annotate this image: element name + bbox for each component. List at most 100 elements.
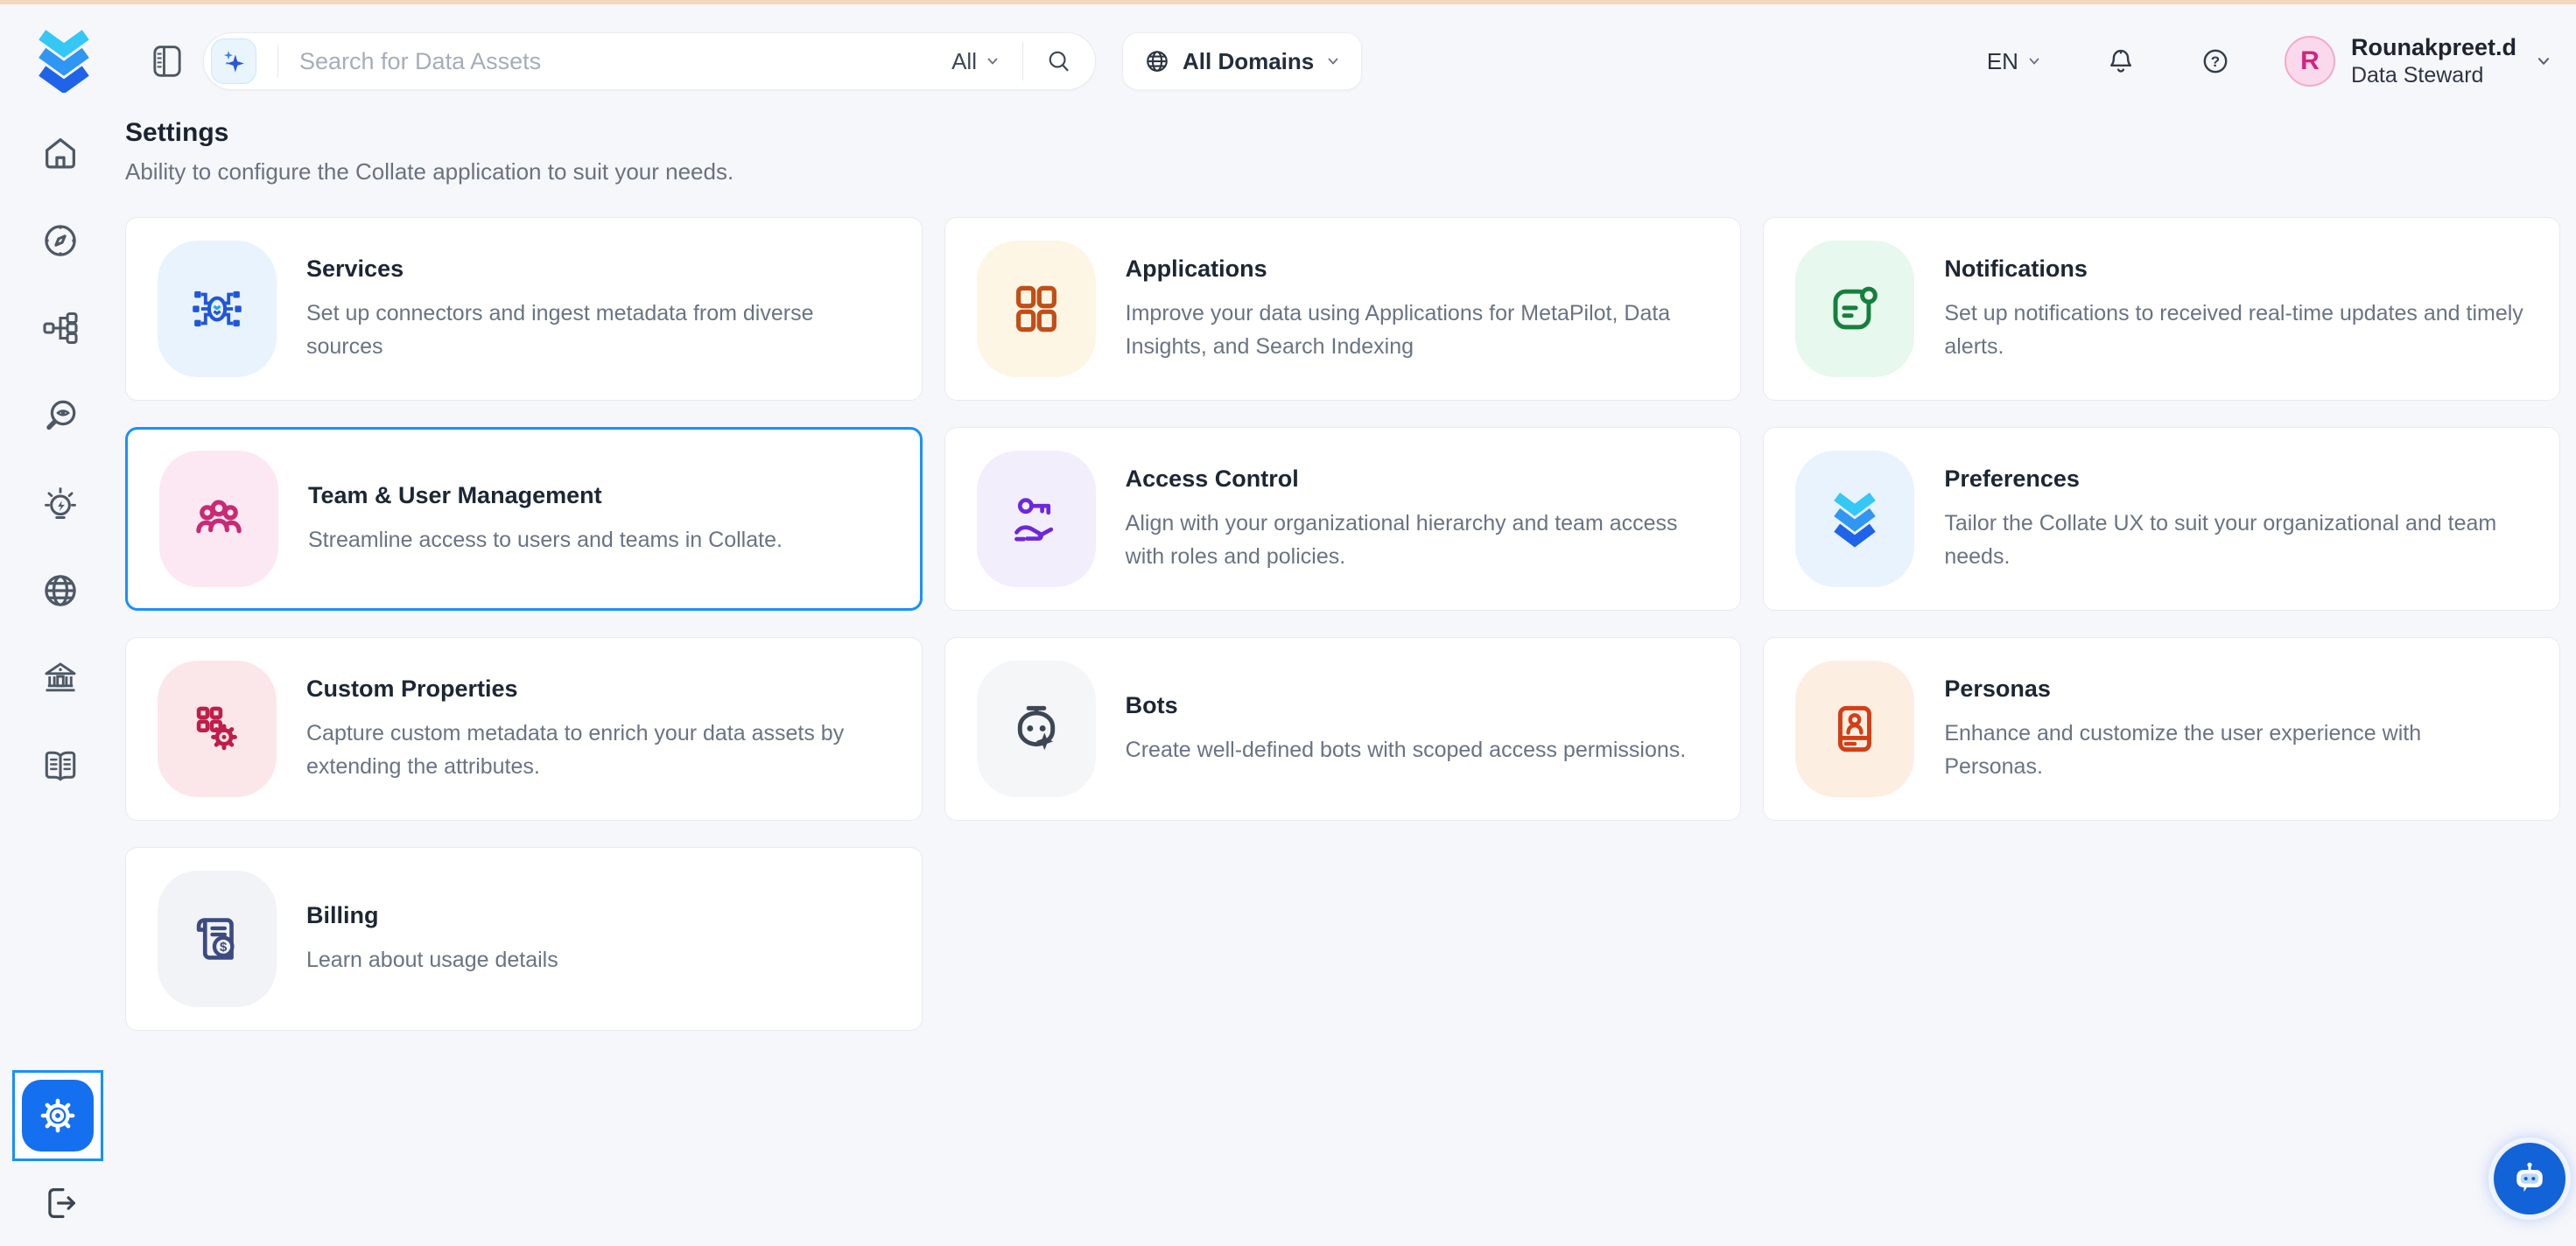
search-scope-dropdown[interactable]: All [951, 48, 1000, 75]
settings-page: Settings Ability to configure the Collat… [125, 118, 2560, 1031]
notifications-icon [1833, 286, 1878, 330]
settings-card-notifications[interactable]: Notifications Set up notifications to re… [1763, 217, 2560, 401]
user-info[interactable]: Rounakpreet.d Data Steward [2351, 33, 2516, 90]
topbar-right: EN ? R Rounakpreet.d Data Steward [1987, 33, 2551, 90]
chat-bot-icon [2516, 1162, 2543, 1193]
card-description: Create well-defined bots with scoped acc… [1125, 737, 1687, 762]
card-description: Set up notifications to received real-ti… [1944, 300, 2523, 359]
domains-globe-icon[interactable] [40, 570, 81, 611]
left-sidebar [0, 118, 121, 1246]
home-icon[interactable] [40, 133, 81, 173]
personas-icon-tile [1795, 661, 1915, 797]
custom-properties-icon [196, 706, 237, 751]
all-domains-label: All Domains [1183, 47, 1315, 74]
team-users-icon-tile [159, 451, 278, 587]
insights-icon[interactable] [40, 483, 81, 523]
sidebar-item-settings-active[interactable] [12, 1070, 103, 1161]
hand-key-icon [1014, 498, 1053, 542]
card-title: Preferences [1944, 465, 2080, 492]
card-title: Team & User Management [308, 481, 602, 508]
card-description: Tailor the Collate UX to suit your organ… [1944, 510, 2497, 569]
card-description: Set up connectors and ingest metadata fr… [306, 300, 814, 359]
top-accent-strip [0, 0, 2576, 4]
user-role: Data Steward [2350, 63, 2484, 88]
svg-text:$: $ [220, 941, 228, 955]
card-title: Access Control [1125, 465, 1299, 492]
applications-grid-icon [1015, 285, 1056, 332]
language-dropdown[interactable]: EN [1987, 48, 2041, 75]
card-description: Capture custom metadata to enrich your d… [306, 720, 845, 779]
collate-layers-icon [1834, 493, 1877, 548]
chat-assistant-button[interactable] [2494, 1143, 2565, 1214]
card-description: Streamline access to users and teams in … [308, 527, 783, 552]
services-icon-tile [158, 241, 277, 377]
card-title: Personas [1944, 675, 2051, 702]
divider [1022, 42, 1023, 80]
logout-icon[interactable] [40, 1183, 81, 1223]
settings-card-services[interactable]: Services Set up connectors and ingest me… [125, 217, 923, 401]
avatar[interactable]: R [2284, 36, 2335, 87]
bots-icon-tile [976, 661, 1096, 797]
page-title: Settings [125, 118, 229, 147]
user-name: Rounakpreet.d [2350, 33, 2516, 60]
card-description: Improve your data using Applications for… [1125, 300, 1671, 359]
glossary-book-icon[interactable] [40, 746, 81, 786]
ai-sparkle-icon[interactable] [211, 38, 256, 84]
billing-icon-tile: $ [158, 871, 277, 1007]
language-label: EN [1986, 47, 2018, 74]
card-description: Learn about usage details [306, 947, 558, 972]
settings-button[interactable] [22, 1080, 94, 1152]
custom-properties-icon-tile [158, 661, 277, 797]
card-title: Applications [1125, 255, 1267, 282]
persona-card-icon [1838, 705, 1872, 752]
settings-card-applications[interactable]: Applications Improve your data using App… [944, 217, 1742, 401]
bell-icon[interactable] [2106, 46, 2136, 76]
settings-card-custom-properties[interactable]: Custom Properties Capture custom metadat… [125, 637, 923, 821]
preferences-icon-tile [1795, 451, 1915, 587]
chevron-down-icon [987, 58, 998, 65]
explore-compass-icon[interactable] [40, 220, 81, 261]
svg-text:?: ? [2211, 53, 2220, 70]
card-title: Bots [1125, 691, 1178, 718]
search-scope-label: All [951, 47, 977, 74]
card-title: Custom Properties [306, 675, 518, 702]
governance-bank-icon[interactable] [40, 658, 81, 698]
settings-card-personas[interactable]: Personas Enhance and customize the user … [1763, 637, 2560, 821]
page-subtitle: Ability to configure the Collate applica… [125, 158, 734, 185]
billing-receipt-icon: $ [196, 918, 235, 960]
sidebar-toggle-icon[interactable] [152, 44, 182, 79]
services-network-icon [193, 290, 242, 327]
all-domains-dropdown[interactable]: All Domains [1122, 32, 1363, 90]
applications-icon-tile [976, 241, 1096, 377]
globe-icon [1147, 51, 1168, 72]
divider [277, 45, 278, 78]
card-title: Services [306, 255, 404, 282]
settings-card-access-control[interactable]: Access Control Align with your organizat… [944, 427, 1742, 611]
settings-card-bots[interactable]: Bots Create well-defined bots with scope… [944, 637, 1742, 821]
avatar-initial: R [2300, 46, 2320, 75]
collate-logo[interactable] [35, 30, 93, 93]
settings-card-team-user-management[interactable]: Team & User Management Streamline access… [125, 427, 923, 611]
search-input[interactable]: Search for Data Assets [299, 47, 542, 74]
notifications-icon-tile [1795, 241, 1915, 377]
team-users-icon [196, 500, 242, 534]
chevron-down-icon [2029, 58, 2039, 65]
card-title: Billing [306, 901, 379, 928]
global-search-bar[interactable]: Search for Data Assets All [203, 32, 1096, 90]
lineage-icon[interactable] [40, 308, 81, 348]
settings-card-preferences[interactable]: Preferences Tailor the Collate UX to sui… [1763, 427, 2560, 611]
settings-card-grid: Services Set up connectors and ingest me… [125, 217, 2560, 1031]
topbar: Search for Data Assets All All Domains E… [0, 4, 2576, 118]
help-icon[interactable]: ? [2200, 46, 2230, 76]
chevron-down-icon [1328, 58, 1338, 65]
card-title: Notifications [1944, 255, 2088, 282]
settings-card-billing[interactable]: $ Billing Learn about usage details [125, 847, 923, 1031]
observability-icon[interactable] [40, 396, 81, 436]
user-menu-chevron-icon[interactable] [2536, 53, 2551, 69]
card-description: Align with your organizational hierarchy… [1125, 510, 1678, 569]
settings-gear-icon [40, 1098, 75, 1133]
access-control-icon-tile [976, 451, 1096, 587]
search-icon[interactable] [1046, 48, 1072, 74]
bot-icon [1017, 705, 1055, 751]
card-description: Enhance and customize the user experienc… [1944, 720, 2422, 779]
